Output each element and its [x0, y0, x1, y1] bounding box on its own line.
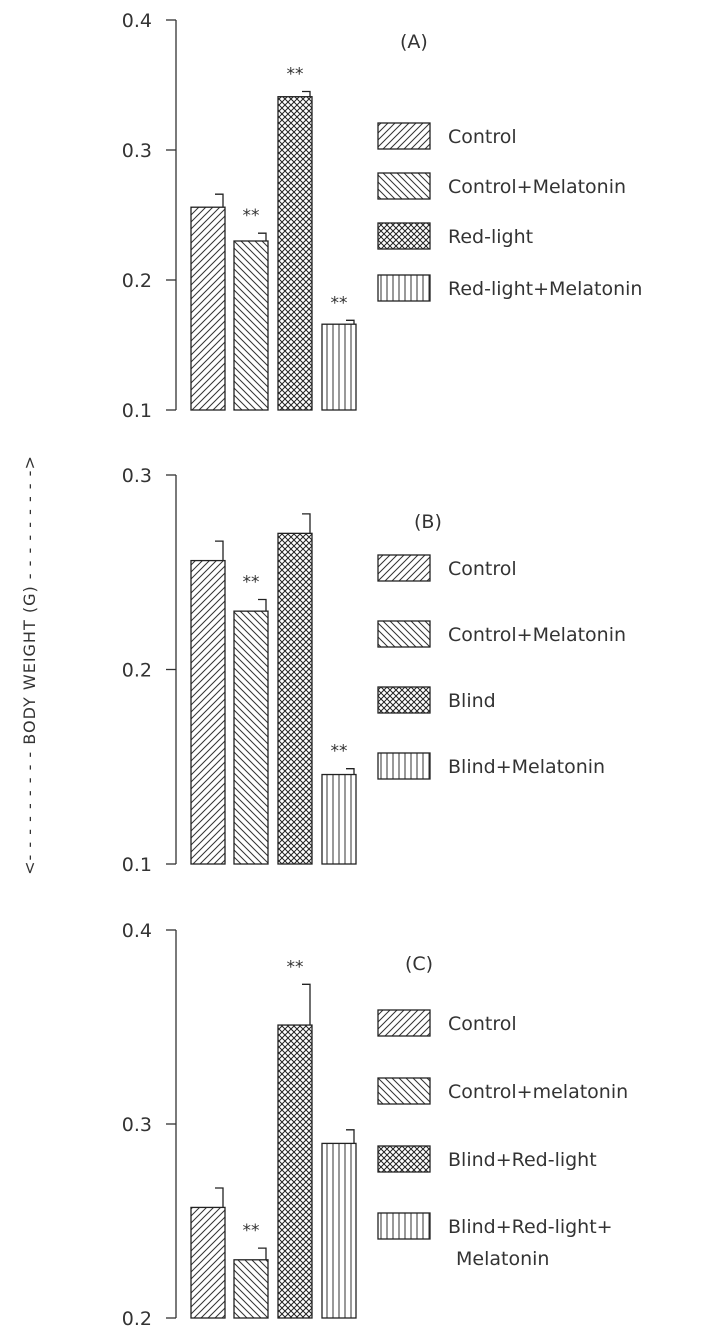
- bar-control-melatonin: [233, 1259, 269, 1319]
- error-bar: [215, 540, 224, 561]
- legend-swatch: [377, 752, 431, 780]
- y-tick-label: 0.2: [122, 270, 152, 292]
- error-bar: [346, 319, 355, 325]
- bar-blind: [277, 532, 313, 865]
- y-axis-label: <- - - - - - - - - BODY WEIGHT (G) - - -…: [20, 455, 39, 875]
- error-bar: [346, 768, 355, 775]
- error-bar: [346, 1129, 355, 1144]
- legend-entry: Blind+Red-light+ Melatonin: [448, 1216, 613, 1270]
- significance-marker: **: [331, 742, 348, 762]
- y-tick-label: 0.1: [122, 854, 152, 876]
- legend-swatch: [377, 1145, 431, 1173]
- error-bar: [215, 1187, 224, 1208]
- bar-red-light-melatonin: [321, 323, 357, 411]
- panel-label: (B): [414, 511, 442, 533]
- bar-control-melatonin: [233, 240, 269, 411]
- y-tick-label: 0.2: [122, 660, 152, 682]
- legend-entry: Red-light: [448, 226, 533, 248]
- legend-swatch: [377, 1009, 431, 1037]
- error-bar: [302, 513, 311, 534]
- legend-swatch: [377, 172, 431, 200]
- legend-swatch: [377, 686, 431, 714]
- legend-swatch: [377, 620, 431, 648]
- bar-red-light: [277, 96, 313, 411]
- error-bar: [258, 1247, 267, 1260]
- panel-b: 0.1 0.2 0.3 ** ** (B) Control Control+Melatonin…: [122, 465, 626, 876]
- legend-entry: Red-light+Melatonin: [448, 278, 642, 300]
- significance-marker: **: [331, 293, 348, 313]
- legend-entry: Control+Melatonin: [448, 176, 626, 198]
- chart-panels: 0.1 0.2 0.3 0.4 ** ** ** (A) Control Control+Mela…: [122, 10, 643, 1329]
- y-tick-label: 0.3: [122, 1114, 152, 1136]
- bar-blind-melatonin: [321, 773, 357, 865]
- bar-control: [190, 1206, 226, 1319]
- y-tick-label: 0.3: [122, 140, 152, 162]
- significance-marker: **: [287, 65, 304, 85]
- legend-swatch: [377, 222, 431, 250]
- error-bar: [215, 193, 224, 208]
- legend-entry: Blind: [448, 690, 496, 712]
- bar-control-melatonin: [233, 610, 269, 865]
- significance-marker: **: [243, 572, 260, 592]
- error-bar: [258, 598, 267, 612]
- y-tick-label: 0.1: [122, 400, 152, 422]
- error-bar: [258, 232, 267, 241]
- legend-entry: Control+melatonin: [448, 1081, 628, 1103]
- legend-entry: Control: [448, 126, 517, 148]
- y-tick-label: 0.3: [122, 465, 152, 487]
- legend-swatch: [377, 122, 431, 150]
- legend-swatch: [377, 1077, 431, 1105]
- legend-swatch: [377, 1212, 431, 1240]
- legend-swatch: [377, 274, 431, 302]
- panel-a: 0.1 0.2 0.3 0.4 ** ** ** (A) Control Control+Mela…: [122, 10, 643, 422]
- legend-entry: Control: [448, 1013, 517, 1035]
- bar-control: [190, 206, 226, 411]
- legend-entry: Blind+Red-light: [448, 1149, 597, 1171]
- panel-label: (A): [400, 31, 428, 53]
- legend-entry: Control: [448, 558, 517, 580]
- significance-marker: **: [243, 206, 260, 226]
- bar-control: [190, 559, 226, 865]
- y-tick-label: 0.4: [122, 10, 152, 32]
- y-tick-label: 0.2: [122, 1308, 152, 1329]
- panel-label: (C): [405, 953, 433, 975]
- legend-entry: Control+Melatonin: [448, 624, 626, 646]
- bar-blind-red-light-melatonin: [321, 1142, 357, 1319]
- y-tick-label: 0.4: [122, 920, 152, 942]
- error-bar: [302, 90, 311, 97]
- panel-c: 0.2 0.3 0.4 ** ** (C) Control Control+melatonin…: [122, 920, 628, 1329]
- error-bar: [302, 983, 311, 1026]
- legend-swatch: [377, 554, 431, 582]
- significance-marker: **: [243, 1221, 260, 1241]
- significance-marker: **: [287, 957, 304, 977]
- bar-blind-red-light: [277, 1024, 313, 1319]
- legend-entry: Blind+Melatonin: [448, 756, 605, 778]
